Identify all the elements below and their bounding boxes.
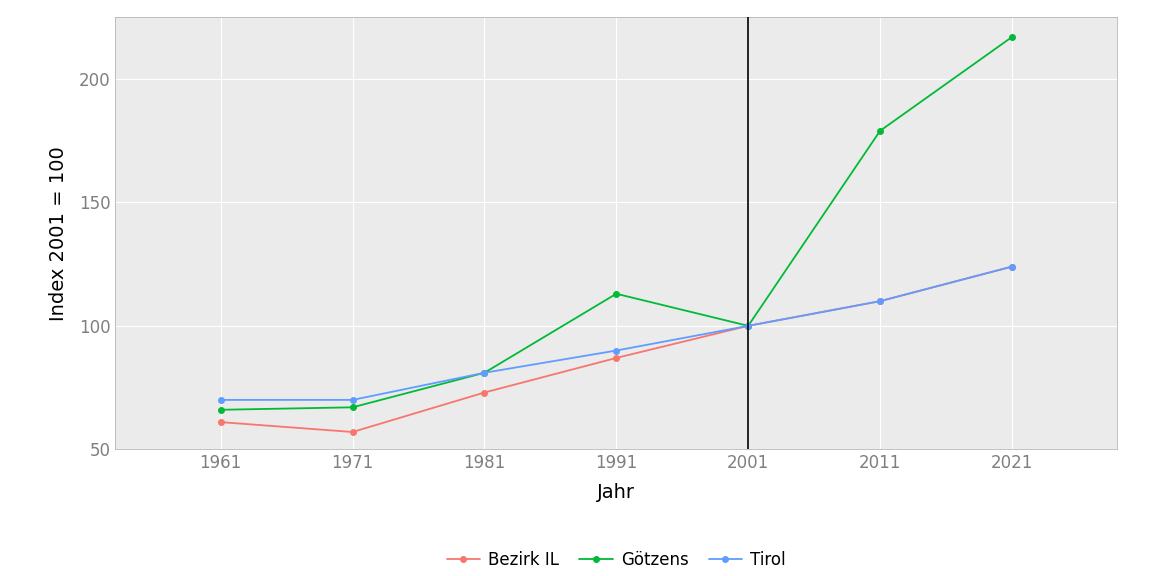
X-axis label: Jahr: Jahr bbox=[598, 483, 635, 502]
Götzens bbox=[873, 127, 887, 134]
Bezirk IL bbox=[214, 419, 228, 426]
Line: Tirol: Tirol bbox=[218, 264, 1015, 403]
Götzens bbox=[741, 323, 755, 329]
Tirol bbox=[346, 396, 359, 403]
Bezirk IL bbox=[873, 298, 887, 305]
Bezirk IL bbox=[741, 323, 755, 329]
Line: Götzens: Götzens bbox=[218, 34, 1015, 412]
Tirol bbox=[478, 369, 492, 376]
Tirol bbox=[1005, 263, 1018, 270]
Götzens bbox=[478, 369, 492, 376]
Tirol bbox=[609, 347, 623, 354]
Legend: Bezirk IL, Götzens, Tirol: Bezirk IL, Götzens, Tirol bbox=[440, 544, 793, 575]
Y-axis label: Index 2001 = 100: Index 2001 = 100 bbox=[48, 146, 68, 321]
Line: Bezirk IL: Bezirk IL bbox=[218, 264, 1015, 435]
Götzens bbox=[346, 404, 359, 411]
Bezirk IL bbox=[609, 354, 623, 361]
Tirol bbox=[741, 323, 755, 329]
Götzens bbox=[214, 406, 228, 413]
Bezirk IL bbox=[478, 389, 492, 396]
Bezirk IL bbox=[1005, 263, 1018, 270]
Tirol bbox=[873, 298, 887, 305]
Götzens bbox=[1005, 33, 1018, 40]
Götzens bbox=[609, 290, 623, 297]
Bezirk IL bbox=[346, 429, 359, 435]
Tirol bbox=[214, 396, 228, 403]
